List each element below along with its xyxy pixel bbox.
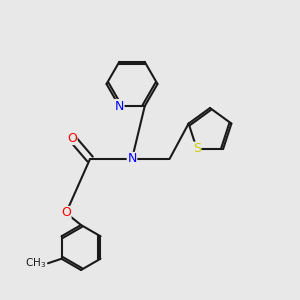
Text: O: O [67, 131, 77, 145]
Text: O: O [61, 206, 71, 220]
Text: S: S [193, 142, 201, 155]
Text: N: N [115, 100, 124, 112]
Text: N: N [127, 152, 137, 166]
Text: CH$_3$: CH$_3$ [25, 256, 46, 270]
